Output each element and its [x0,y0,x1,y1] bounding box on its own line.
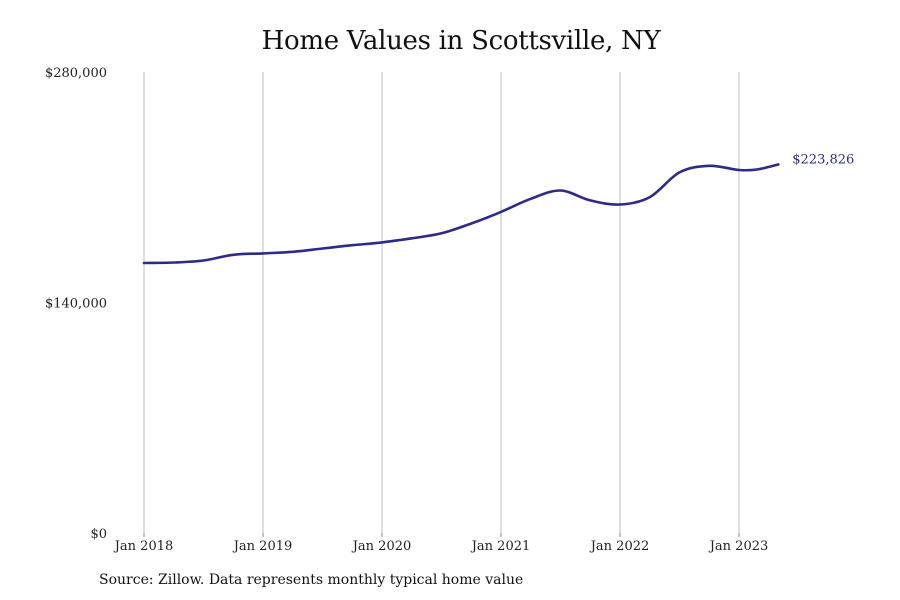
series-line [142,163,780,265]
x-tick-label: Jan 2018 [113,539,174,554]
y-tick-label: $280,000 [45,66,107,81]
series-group: $223,826 [142,152,854,265]
x-axis: Jan 2018 Jan 2019 Jan 2020 Jan 2021 Jan 2022… [113,533,769,554]
y-tick-label: $0 [90,527,107,542]
x-tick-label: Jan 2021 [470,539,531,554]
end-value-label: $223,826 [792,152,854,167]
source-note: Source: Zillow. Data represents monthly … [99,572,524,588]
vertical-gridlines [143,72,740,533]
y-axis: $0 $140,000 $280,000 [45,66,107,542]
chart-title: Home Values in Scottsville, NY [261,26,661,56]
x-tick-label: Jan 2019 [232,539,293,554]
x-tick-label: Jan 2023 [708,539,769,554]
x-tick-label: Jan 2020 [351,539,412,554]
x-tick-label: Jan 2022 [589,539,650,554]
y-tick-label: $140,000 [45,297,107,312]
